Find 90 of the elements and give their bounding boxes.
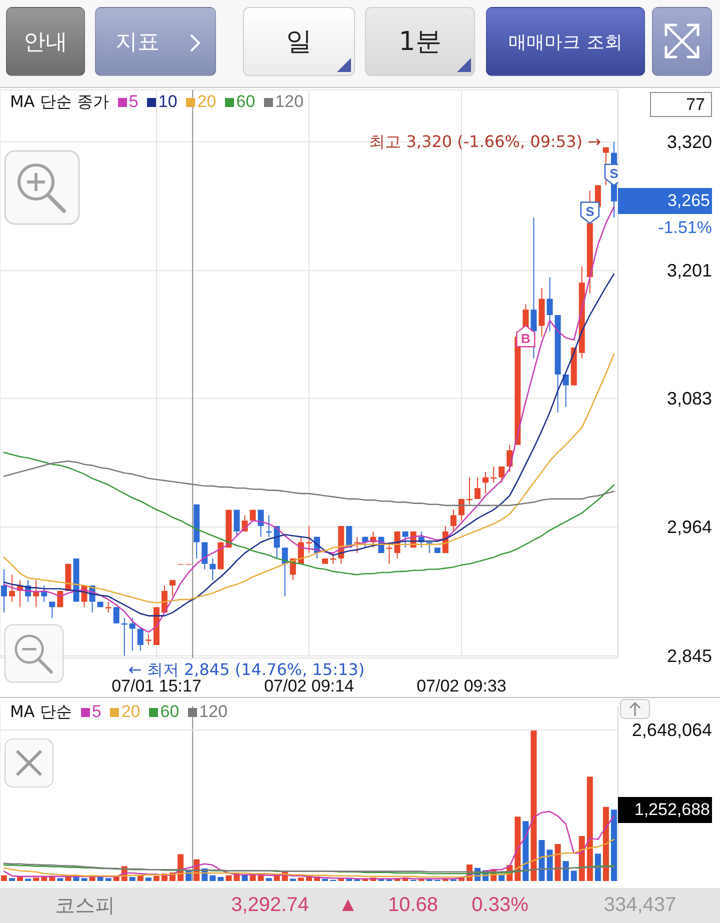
data-label: B (521, 331, 530, 346)
legend-label: 5 (128, 92, 138, 111)
bar (218, 877, 224, 881)
button: 1분 (365, 7, 475, 76)
bar (81, 878, 88, 881)
data-label: S (586, 204, 595, 219)
candlestick (113, 606, 120, 624)
data-label: S (610, 166, 619, 181)
candlestick (258, 509, 264, 538)
y-tick-label: 3,201 (666, 260, 712, 281)
bar (41, 877, 48, 881)
candlestick (9, 574, 16, 602)
candlestick (530, 217, 537, 359)
candlestick (234, 509, 240, 538)
bar (97, 877, 104, 881)
candlestick (498, 466, 505, 484)
button: 안내 (6, 7, 85, 76)
bar (57, 878, 64, 881)
x-tick-label: 07/01 15:17 (112, 676, 202, 696)
candlestick (546, 276, 553, 332)
button: 매매마크 조회 (486, 7, 645, 76)
text: 10.68 (388, 894, 438, 917)
bar (538, 840, 545, 881)
button: 지표 (95, 7, 216, 76)
bar (266, 878, 272, 881)
legend-label: 10 (158, 92, 178, 111)
candlestick (306, 526, 312, 554)
bar (1, 875, 7, 881)
candlestick (402, 530, 408, 548)
candlestick (354, 536, 360, 554)
bar (514, 816, 521, 881)
bar (113, 876, 120, 881)
candlestick (170, 580, 176, 597)
legend-label: 120 (275, 92, 304, 111)
legend-title: MA 단순 종가 (10, 92, 109, 111)
candlestick (386, 542, 392, 564)
bar (554, 844, 561, 881)
bar (562, 861, 569, 881)
line-series (3, 273, 615, 616)
bar (105, 878, 112, 881)
text: 0.33% (472, 894, 528, 917)
candlestick (426, 542, 432, 554)
text: -1.51% (658, 218, 712, 238)
y-tick-label: 3,083 (666, 388, 712, 408)
candlestick (482, 471, 489, 494)
text: 3,292.74 (231, 894, 309, 917)
legend-label: 60 (236, 92, 256, 111)
legend-label: 20 (197, 92, 216, 111)
bar (298, 878, 304, 881)
y-tick-label: 3,320 (666, 132, 712, 152)
bar (570, 870, 577, 881)
candlestick (474, 476, 481, 500)
y-tick-label: 2,964 (666, 517, 712, 538)
candlestick (137, 628, 144, 651)
bar (546, 850, 553, 881)
candlestick (210, 558, 216, 581)
candlestick (450, 509, 456, 532)
x-tick-label: 07/02 09:33 (416, 676, 506, 696)
candlestick (202, 542, 208, 570)
text: ▲ (338, 894, 358, 917)
candlestick (129, 617, 136, 651)
text: 코스피 (55, 894, 115, 919)
annotation: 최고 3,320 (-1.66%, 09:53) → (369, 132, 601, 151)
bar (610, 810, 617, 881)
bar (9, 878, 16, 881)
candlestick (145, 634, 152, 646)
bar (129, 877, 136, 881)
bar (33, 878, 40, 881)
text: 334,437 (604, 894, 676, 917)
candlestick (105, 601, 112, 614)
candlestick (458, 498, 464, 522)
bar (145, 878, 152, 881)
candlestick (1, 568, 7, 614)
candlestick (49, 601, 56, 618)
bar (594, 854, 601, 881)
text: ← 최저 2,845 (14.76%, 15:13) (128, 660, 365, 679)
bar (153, 876, 160, 881)
bar (73, 877, 80, 881)
text: 3,265 (667, 191, 710, 210)
candlestick (562, 374, 569, 408)
line-series (3, 452, 615, 576)
button: 일 (243, 7, 355, 76)
candlestick (602, 146, 609, 186)
x-tick-label: 07/02 09:14 (264, 676, 354, 696)
bar (210, 875, 216, 881)
bar (602, 806, 609, 881)
bar (226, 875, 232, 881)
bar (306, 877, 312, 881)
text: 77 (686, 95, 705, 114)
y-tick-label: 2,845 (666, 646, 712, 666)
